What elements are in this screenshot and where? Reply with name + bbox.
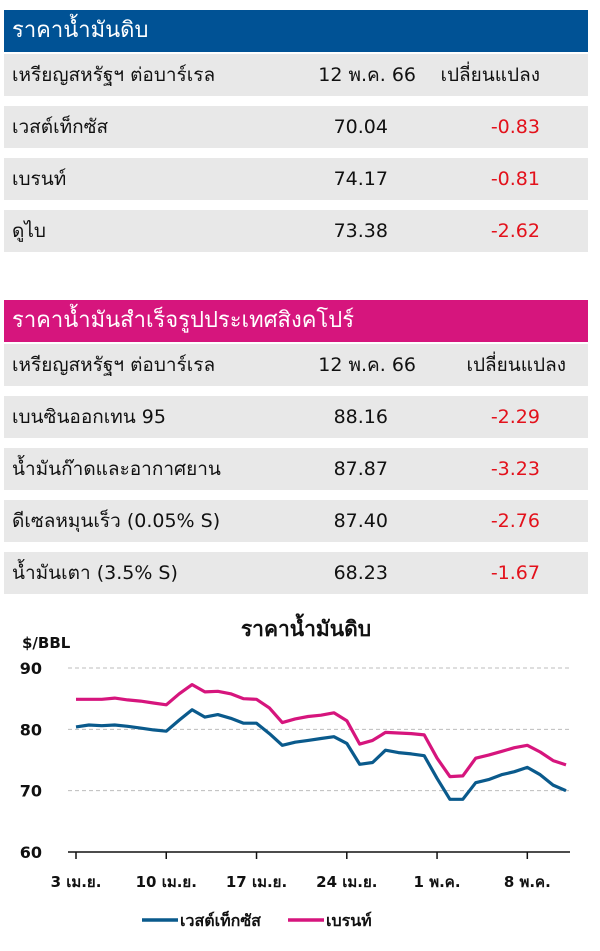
y-tick-label: 90 [20,659,42,678]
refined-date-header: 12 พ.ค. 66 [318,354,416,376]
refined-change-header: เปลี่ยนแปลง [466,354,566,376]
y-axis-ticks: 60 70 80 90 [20,659,42,862]
change-value: -2.29 [490,406,540,428]
y-tick-label: 80 [20,720,42,739]
crude-price-title: ราคาน้ำมันดิบ [4,10,588,52]
legend-label: เวสต์เท็กซัส [180,909,261,930]
chart-legend: เวสต์เท็กซัส เบรนท์ [142,909,372,930]
crude-change-header: เปลี่ยนแปลง [440,64,540,86]
product-name: เบรนท์ [12,168,67,190]
change-value: -2.76 [490,510,540,532]
change-value: -0.83 [490,116,540,138]
price-value: 88.16 [333,406,388,428]
product-name: เบนซินออกเทน 95 [12,406,166,428]
legend-label: เบรนท์ [326,911,372,930]
series-line-wti [75,708,567,801]
change-value: -1.67 [490,562,540,584]
product-name: ดีเซลหมุนเร็ว (0.05% S) [12,510,221,532]
refined-unit-label: เหรียญสหรัฐฯ ต่อบาร์เรล [12,354,216,376]
price-value: 70.04 [333,116,388,138]
y-tick-label: 70 [20,782,42,801]
table-row: ดีเซลหมุนเร็ว (0.05% S) 87.40 -2.76 [4,500,588,542]
crude-unit-label: เหรียญสหรัฐฯ ต่อบาร์เรล [12,64,216,86]
y-tick-label: 60 [20,843,42,862]
x-tick-label: 1 พ.ค. [414,873,461,891]
change-value: -3.23 [490,458,540,480]
y-axis-label: $/BBL [22,634,71,652]
x-tick-label: 8 พ.ค. [504,873,551,891]
x-tick-label: 17 เม.ย. [226,873,287,891]
refined-price-panel: ราคาน้ำมันสำเร็จรูปประเทศสิงคโปร์ เหรียญ… [4,300,588,594]
x-tick-label: 3 เม.ย. [51,873,102,891]
product-name: ดูไบ [12,220,46,242]
table-row: เบนซินออกเทน 95 88.16 -2.29 [4,396,588,438]
x-tick-label: 10 เม.ย. [136,873,197,891]
chart-title: ราคาน้ำมันดิบ [241,613,371,641]
crude-price-panel: ราคาน้ำมันดิบ เหรียญสหรัฐฯ ต่อบาร์เรล 12… [4,10,588,252]
refined-table-header: เหรียญสหรัฐฯ ต่อบาร์เรล 12 พ.ค. 66 เปลี่… [4,344,588,386]
crude-price-chart: ราคาน้ำมันดิบ $/BBL 60 70 80 90 3 เม.ย. 10 เ… [20,613,570,930]
product-name: เวสต์เท็กซัส [12,116,109,138]
table-row: น้ำมันเตา (3.5% S) 68.23 -1.67 [4,552,588,594]
price-value: 87.40 [333,510,388,532]
change-value: -2.62 [490,220,540,242]
price-value: 73.38 [333,220,388,242]
table-row: น้ำมันก๊าดและอากาศยาน 87.87 -3.23 [4,448,588,490]
crude-date-header: 12 พ.ค. 66 [318,64,416,86]
x-tick-label: 24 เม.ย. [316,873,377,891]
series-line-brent [76,683,567,779]
price-value: 68.23 [333,562,388,584]
chart-series [75,683,567,801]
price-value: 87.87 [333,458,388,480]
table-row: เวสต์เท็กซัส 70.04 -0.83 [4,106,588,148]
crude-table-header: เหรียญสหรัฐฯ ต่อบาร์เรล 12 พ.ค. 66 เปลี่… [4,54,588,96]
price-value: 74.17 [333,168,388,190]
change-value: -0.81 [490,168,540,190]
product-name: น้ำมันเตา (3.5% S) [12,562,178,584]
x-axis: 3 เม.ย. 10 เม.ย. 17 เม.ย. 24 เม.ย. 1 พ.ค. 8 พ… [51,851,570,891]
refined-price-title: ราคาน้ำมันสำเร็จรูปประเทศสิงคโปร์ [4,300,588,342]
product-name: น้ำมันก๊าดและอากาศยาน [12,458,221,480]
table-row: เบรนท์ 74.17 -0.81 [4,158,588,200]
table-row: ดูไบ 73.38 -2.62 [4,210,588,252]
